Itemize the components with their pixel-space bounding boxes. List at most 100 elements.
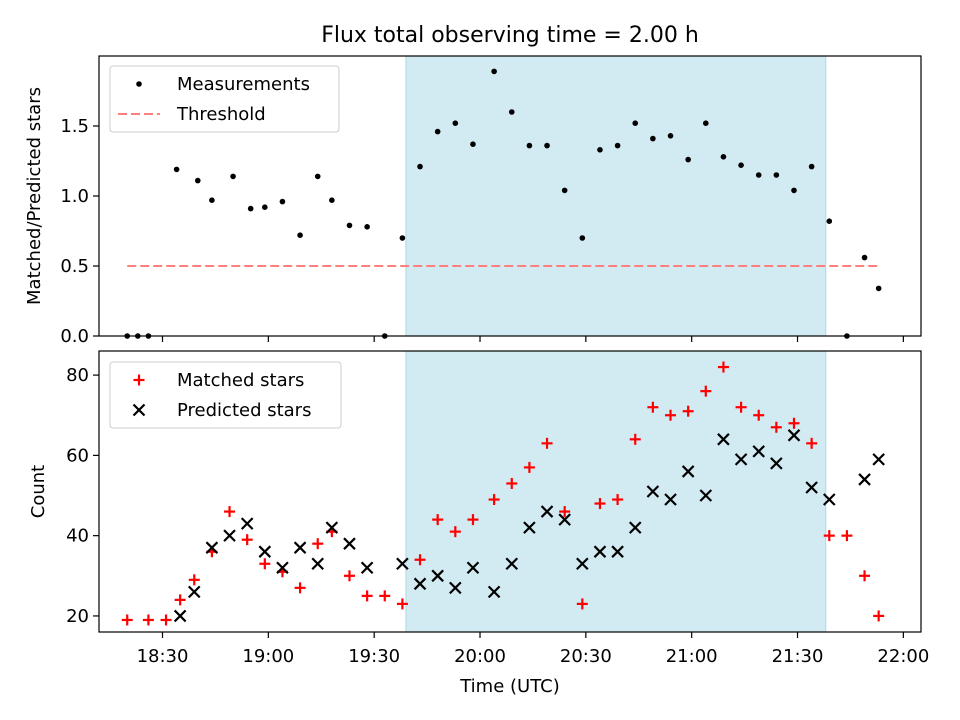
matched-star-point [241, 534, 253, 546]
count-y-ticks: 20 40 60 80 [66, 365, 99, 627]
ratio-axes-frame [98, 55, 922, 337]
count-y-tick-label: 20 [66, 606, 89, 627]
predicted-star-point [449, 581, 462, 595]
measurement-point [526, 142, 533, 149]
measurement-point [650, 135, 656, 142]
measurement-point [685, 156, 691, 163]
matched-stars-points [121, 361, 885, 626]
count-legend: Matched stars Predicted stars [109, 361, 342, 429]
legend-plus-glyph [133, 374, 145, 386]
predicted-star-point [360, 561, 374, 575]
predicted-star-point [770, 457, 783, 470]
count-y-axis-label: Count [28, 465, 49, 518]
matched-star-point [142, 614, 154, 626]
count-legend-box [109, 361, 342, 429]
legend-threshold-label: Threshold [176, 104, 266, 125]
predicted-star-point [396, 557, 409, 571]
measurement-point [279, 198, 286, 205]
predicted-star-point [593, 545, 607, 558]
matched-star-point [467, 514, 479, 526]
measurement-point [417, 163, 423, 170]
count-x-tick-label: 19:30 [348, 646, 400, 667]
predicted-star-point [681, 465, 695, 478]
count-x-tick-label: 18:30 [137, 646, 189, 667]
predicted-star-point [752, 445, 765, 458]
predicted-star-point [787, 429, 801, 442]
matched-star-point [541, 437, 553, 449]
matched-star-point [379, 590, 391, 602]
x-axis-label: Time (UTC) [459, 676, 560, 697]
predicted-star-point [664, 493, 677, 506]
measurement-point [297, 232, 303, 238]
predicted-star-point [646, 485, 660, 498]
measurement-point [632, 120, 639, 126]
predicted-star-point [431, 569, 444, 583]
measurement-point [230, 173, 236, 180]
measurement-point [561, 187, 568, 194]
measurement-point [755, 172, 762, 178]
measurement-point [861, 254, 868, 261]
predicted-star-point [628, 521, 642, 534]
matched-star-point [873, 610, 885, 622]
matched-star-point [449, 526, 461, 538]
legend-matched-label: Matched stars [177, 370, 304, 391]
measurement-point [808, 163, 815, 170]
count-y-tick-label: 60 [66, 445, 89, 466]
chart-title: Flux total observing time = 2.00 h [321, 23, 699, 48]
measurement-points [124, 68, 882, 339]
measurement-point [720, 154, 727, 160]
ratio-y-tick-label: 0.5 [60, 256, 89, 277]
predicted-star-point [717, 433, 730, 446]
matched-star-point [396, 598, 408, 610]
ratio-y-axis-label: Matched/Predicted stars [24, 87, 45, 305]
predicted-star-point [240, 517, 254, 530]
measurement-point [491, 68, 497, 75]
legend-measurements-marker [136, 81, 142, 87]
predicted-star-point [858, 473, 871, 486]
matched-star-point [682, 405, 694, 417]
ratio-y-ticks: 0.0 0.5 1.0 1.5 [60, 116, 99, 347]
ratio-x-ticks [161, 336, 904, 342]
ratio-legend: Measurements Threshold [109, 65, 340, 133]
measurement-point [247, 205, 254, 212]
matched-star-point [717, 361, 729, 373]
measurement-point [452, 120, 459, 126]
matched-star-point [753, 409, 765, 421]
legend-measurements-label: Measurements [177, 74, 310, 95]
count-x-tick-label: 20:30 [560, 646, 612, 667]
measurement-point [826, 218, 833, 224]
matched-star-point [361, 590, 373, 602]
matched-star-point [523, 461, 535, 473]
matched-star-point [312, 538, 324, 550]
matched-star-point [259, 558, 271, 570]
predicted-star-point [576, 557, 589, 571]
matched-star-point [841, 530, 853, 542]
count-x-tick-label: 21:30 [772, 646, 824, 667]
matched-star-point [188, 574, 200, 586]
predicted-star-point [187, 585, 201, 599]
matched-star-point [432, 514, 444, 526]
matched-star-point [506, 477, 518, 489]
matched-star-point [160, 614, 172, 626]
predicted-star-point [558, 513, 571, 526]
matched-star-point [294, 582, 306, 594]
count-y-tick-label: 40 [66, 526, 89, 547]
predicted-star-point [734, 453, 748, 466]
matched-star-point [823, 530, 835, 542]
measurement-point [314, 173, 321, 180]
count-panel: 20 40 60 80 18:30 19:00 19:30 20:00 20:30 21:00 2… [28, 350, 929, 697]
measurement-point [544, 142, 550, 149]
measurement-point [597, 147, 603, 153]
count-axes-frame [98, 350, 922, 633]
measurement-point [579, 235, 586, 241]
matched-star-point [735, 401, 747, 413]
measurement-point [791, 187, 797, 194]
legend-predicted-marker [132, 403, 146, 417]
matched-star-point [576, 598, 588, 610]
measurement-point [667, 133, 674, 139]
ratio-y-tick-label: 0.0 [60, 326, 89, 347]
predicted-star-point [872, 453, 885, 466]
matched-star-point [788, 417, 800, 429]
predicted-star-point [413, 577, 427, 591]
